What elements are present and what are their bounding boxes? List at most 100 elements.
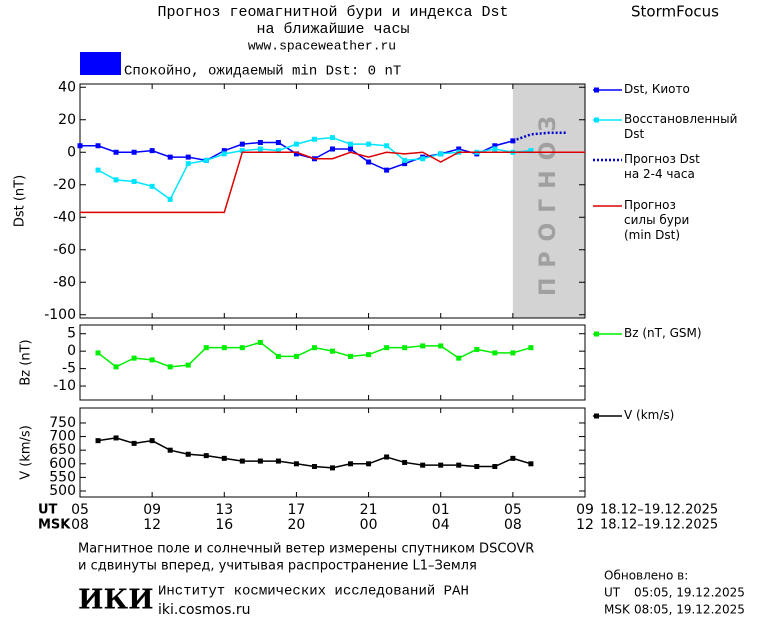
point bbox=[474, 464, 480, 470]
point bbox=[257, 146, 263, 152]
point bbox=[420, 462, 426, 468]
legend-label: Восстановленный Dst bbox=[624, 112, 738, 141]
point bbox=[113, 435, 119, 441]
point bbox=[95, 167, 101, 173]
y-tick-label: -60 bbox=[53, 242, 76, 258]
plot-frame bbox=[79, 324, 586, 401]
point bbox=[492, 143, 498, 149]
point bbox=[149, 183, 155, 189]
point bbox=[492, 350, 498, 356]
point bbox=[275, 458, 281, 464]
point bbox=[330, 465, 335, 471]
ut-label: UT bbox=[604, 586, 621, 600]
point bbox=[239, 345, 245, 351]
y-tick-label: 750 bbox=[49, 415, 76, 431]
point bbox=[492, 464, 498, 470]
series-line bbox=[97, 136, 531, 201]
y-tick-label: -80 bbox=[53, 274, 76, 290]
institute: Институт космических исследований РАН bbox=[158, 583, 469, 600]
x-tick-label: 09 bbox=[576, 502, 594, 518]
x2-tick-label: 12 bbox=[576, 517, 594, 533]
point bbox=[221, 151, 227, 157]
point bbox=[528, 345, 534, 351]
point bbox=[528, 148, 534, 154]
point bbox=[113, 177, 119, 183]
point bbox=[366, 141, 372, 147]
point bbox=[275, 353, 281, 359]
point bbox=[257, 458, 263, 464]
point bbox=[257, 140, 263, 145]
x2-axis-label: MSK bbox=[38, 518, 71, 533]
point bbox=[492, 146, 498, 152]
point bbox=[348, 461, 354, 467]
y-tick-label: -100 bbox=[44, 307, 76, 323]
y-tick-label: 5 bbox=[67, 326, 76, 342]
point bbox=[167, 447, 173, 453]
point bbox=[167, 154, 173, 160]
legend-label: Dst, Киото bbox=[624, 82, 690, 96]
x-tick-label: 01 bbox=[432, 502, 450, 518]
point bbox=[348, 353, 354, 359]
x2-tick-label: 12 bbox=[143, 517, 161, 533]
point bbox=[203, 453, 209, 459]
y-tick-label: 0 bbox=[67, 144, 76, 160]
point bbox=[293, 141, 299, 147]
point bbox=[95, 143, 101, 149]
point bbox=[131, 179, 137, 184]
point bbox=[203, 157, 209, 163]
y-axis-label: Dst (nT) bbox=[13, 175, 28, 227]
x-tick-label: 21 bbox=[360, 502, 378, 518]
y-tick-label: 650 bbox=[49, 442, 76, 458]
point bbox=[293, 353, 299, 359]
legend-label: V (km/s) bbox=[624, 408, 675, 422]
y-tick-label: -40 bbox=[53, 209, 76, 225]
y-tick-label: 40 bbox=[58, 79, 76, 95]
point bbox=[456, 146, 462, 152]
x2-tick-label: 08 bbox=[71, 517, 89, 533]
y-tick-label: 700 bbox=[49, 429, 76, 445]
x-tick-label: 05 bbox=[504, 502, 522, 518]
title: Прогноз геомагнитной бури и индекса Dst bbox=[157, 4, 508, 21]
point bbox=[384, 345, 390, 351]
y-tick-label: 500 bbox=[49, 483, 76, 499]
x-tick-label: 13 bbox=[215, 502, 233, 518]
point bbox=[239, 141, 245, 147]
point bbox=[510, 455, 516, 461]
point bbox=[311, 464, 317, 470]
note: и сдвинуты вперед, учитывая распростране… bbox=[78, 559, 477, 574]
y-axis-label: Bz (nT) bbox=[19, 339, 34, 385]
status-swatch bbox=[80, 52, 121, 75]
point bbox=[185, 161, 191, 167]
point bbox=[330, 348, 335, 354]
point bbox=[149, 148, 155, 154]
point bbox=[185, 451, 191, 457]
point bbox=[402, 345, 408, 351]
point bbox=[438, 343, 444, 349]
point bbox=[366, 159, 372, 165]
series-line bbox=[97, 437, 532, 469]
x-tick-label: 05 bbox=[71, 502, 89, 518]
point bbox=[384, 143, 390, 149]
point bbox=[149, 357, 155, 363]
msk-label: MSK bbox=[604, 603, 631, 617]
point bbox=[95, 350, 101, 356]
legend-marker bbox=[594, 87, 599, 93]
point bbox=[330, 135, 335, 141]
plot-frame bbox=[79, 407, 586, 498]
point bbox=[366, 352, 372, 358]
msk-time: 08:05, 19.12.2025 bbox=[634, 603, 745, 617]
x2-tick-label: 00 bbox=[360, 517, 378, 533]
point bbox=[221, 345, 227, 351]
point bbox=[311, 345, 317, 351]
legend-marker bbox=[594, 331, 599, 337]
y-tick-label: 0 bbox=[67, 343, 76, 359]
x2-tick-label: 08 bbox=[504, 517, 522, 533]
point bbox=[366, 461, 372, 467]
legend-label: Прогноз Dst на 2-4 часа bbox=[624, 152, 700, 181]
point bbox=[275, 148, 281, 154]
point bbox=[293, 461, 299, 467]
series-line bbox=[512, 131, 567, 143]
forecast-label: ПРОГНОЗ bbox=[536, 106, 561, 296]
